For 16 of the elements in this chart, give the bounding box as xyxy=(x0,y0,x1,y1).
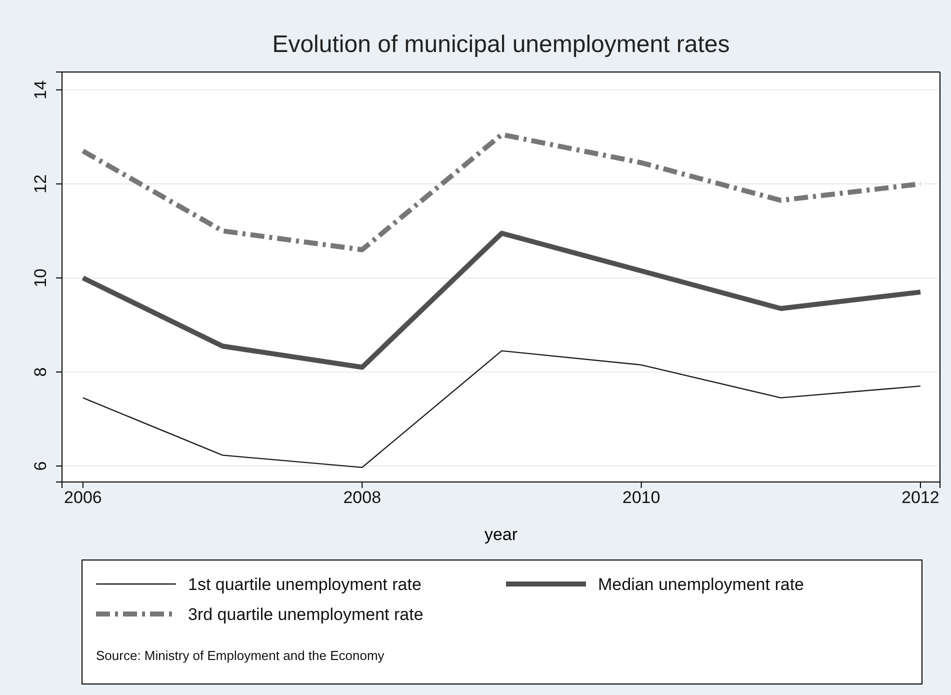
source-note: Source: Ministry of Employment and the Economy xyxy=(96,648,385,663)
x-tick-label: 2006 xyxy=(64,488,102,508)
chart-title: Evolution of municipal unemployment rates xyxy=(272,31,730,58)
legend-label: 1st quartile unemployment rate xyxy=(188,575,422,594)
x-tick-label: 2010 xyxy=(622,488,660,508)
x-axis-title: year xyxy=(484,525,518,544)
y-tick-label: 6 xyxy=(31,461,50,471)
y-tick-label: 12 xyxy=(31,174,50,194)
line-series xyxy=(82,350,922,468)
y-tick-label: 8 xyxy=(31,367,50,377)
y-tick-label: 14 xyxy=(31,80,50,100)
legend-label: 3rd quartile unemployment rate xyxy=(188,605,424,624)
y-tick-label: 10 xyxy=(31,268,50,288)
x-tick-label: 2012 xyxy=(902,488,940,508)
legend-label: Median unemployment rate xyxy=(598,575,804,594)
x-tick-label: 2008 xyxy=(343,488,382,508)
